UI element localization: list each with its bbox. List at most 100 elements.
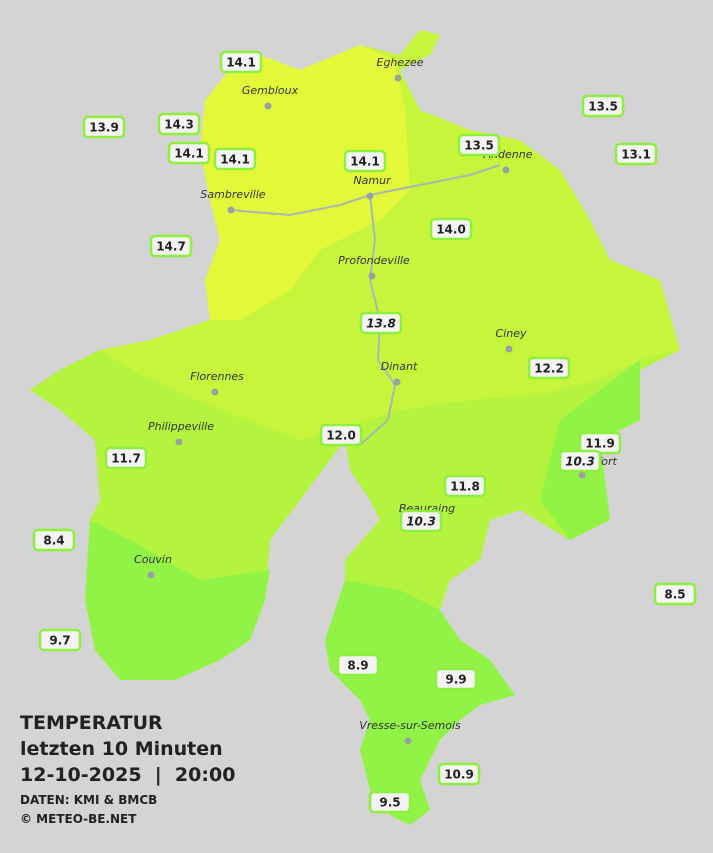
station-value: 10.3: [406, 515, 436, 529]
station: 11.8: [443, 474, 487, 498]
station-value: 9.7: [49, 634, 70, 648]
station-value: 8.4: [43, 534, 64, 548]
station-value: 9.9: [445, 673, 466, 687]
source: DATEN: KMI & BMCB: [20, 793, 157, 807]
station-value: 13.5: [464, 139, 494, 153]
station-value: 8.5: [664, 588, 685, 602]
station-value: 11.8: [450, 480, 480, 494]
station-value: 8.9: [347, 659, 368, 673]
station: 13.5: [457, 133, 501, 157]
station: 10.3: [558, 449, 602, 473]
town-dot: [578, 471, 586, 479]
station-box: [82, 115, 126, 139]
station-box: [434, 667, 478, 691]
station: 12.0: [319, 423, 363, 447]
station-value: 12.2: [534, 362, 564, 376]
station-box: [104, 446, 148, 470]
station-box: [399, 509, 443, 533]
station-value: 14.1: [174, 147, 204, 161]
town-dot: [505, 345, 513, 353]
station: 11.7: [104, 446, 148, 470]
town-dot: [227, 206, 235, 214]
station-box: [38, 628, 82, 652]
station-value: 12.0: [326, 429, 356, 443]
station-value: 14.1: [350, 155, 380, 169]
station-value: 14.0: [436, 223, 466, 237]
station: 12.2: [527, 356, 571, 380]
station-box: [157, 112, 201, 136]
town-dot: [175, 438, 183, 446]
town-name: Sambreville: [200, 188, 265, 201]
title: TEMPERATUR: [20, 712, 163, 734]
town-name: Gembloux: [242, 84, 299, 97]
station-box: [437, 762, 481, 786]
station-box: [343, 149, 387, 173]
station-value: 10.3: [565, 455, 595, 469]
station: 14.1: [219, 50, 263, 74]
station: 13.1: [614, 142, 658, 166]
station-box: [149, 234, 193, 258]
town-dot: [502, 166, 510, 174]
station: 14.1: [213, 147, 257, 171]
station: 14.1: [167, 141, 211, 165]
station-value: 14.1: [220, 153, 250, 167]
copyright: © METEO-BE.NET: [20, 812, 137, 826]
cool-zone: [85, 360, 640, 825]
timestamp: 12-10-2025 | 20:00: [20, 764, 235, 786]
station-value: 13.5: [588, 100, 618, 114]
town-dot: [147, 571, 155, 579]
station-box: [653, 582, 697, 606]
subtitle: letzten 10 Minuten: [20, 738, 223, 760]
station-box: [336, 653, 380, 677]
station: 13.8: [359, 311, 403, 335]
station-box: [527, 356, 571, 380]
town-dot: [394, 74, 402, 82]
station: 9.9: [434, 667, 478, 691]
station: 8.4: [32, 528, 76, 552]
station-box: [429, 217, 473, 241]
station-box: [219, 50, 263, 74]
town-name: Vresse-sur-Semois: [359, 719, 461, 732]
station-value: 14.1: [226, 56, 256, 70]
station: 10.9: [437, 762, 481, 786]
station-box: [32, 528, 76, 552]
town-dot: [366, 192, 374, 200]
town-name: Philippeville: [148, 420, 214, 433]
station-value: 10.9: [444, 768, 474, 782]
station-box: [368, 790, 412, 814]
station-box: [319, 423, 363, 447]
town-name: Profondeville: [338, 254, 410, 267]
station-value: 13.9: [89, 121, 119, 135]
town-dot: [211, 388, 219, 396]
station: 14.7: [149, 234, 193, 258]
station-value: 9.5: [379, 796, 400, 810]
station: 9.7: [38, 628, 82, 652]
station-box: [167, 141, 211, 165]
station-box: [581, 94, 625, 118]
town-name: Namur: [353, 174, 392, 187]
station-value: 11.7: [111, 452, 141, 466]
town-name: Dinant: [381, 360, 418, 373]
station: 8.9: [336, 653, 380, 677]
station: 14.1: [343, 149, 387, 173]
station: 14.3: [157, 112, 201, 136]
station-value: 14.7: [156, 240, 186, 254]
station-box: [213, 147, 257, 171]
town-name: Eghezee: [377, 56, 424, 69]
station-box: [558, 449, 602, 473]
station: 13.5: [581, 94, 625, 118]
station-box: [457, 133, 501, 157]
warm-zone: [200, 45, 410, 320]
station: 14.0: [429, 217, 473, 241]
station: 9.5: [368, 790, 412, 814]
station-value: 11.9: [585, 437, 615, 451]
station-box: [359, 311, 403, 335]
town-dot: [393, 378, 401, 386]
station-box: [614, 142, 658, 166]
town-name: Couvin: [134, 553, 172, 566]
station: 8.5: [653, 582, 697, 606]
town-dot: [368, 272, 376, 280]
town-name: Florennes: [190, 370, 244, 383]
station-value: 13.1: [621, 148, 651, 162]
